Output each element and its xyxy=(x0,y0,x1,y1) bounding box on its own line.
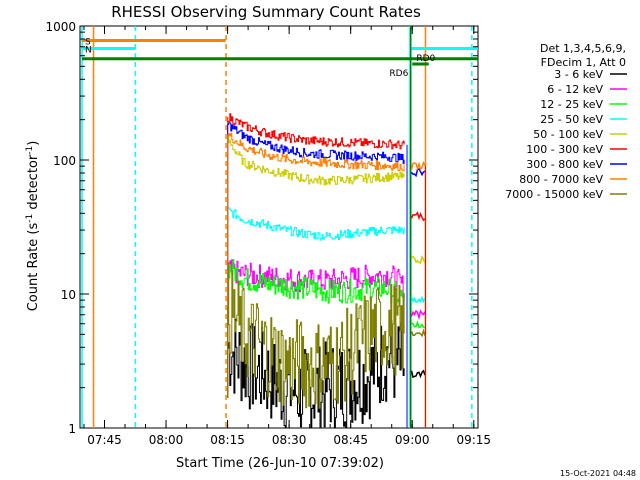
series-line-4 xyxy=(227,135,405,186)
flag-label-5: RD6 xyxy=(389,69,408,79)
after-gap-line-4 xyxy=(410,295,426,304)
x-tick-label-0: 07:45 xyxy=(87,433,122,447)
plot-frame xyxy=(79,25,479,429)
x-tick-label-1: 08:00 xyxy=(149,433,184,447)
after-gap-line-0 xyxy=(410,211,426,222)
after-gap-line-7 xyxy=(410,369,426,379)
after-gap-line-3 xyxy=(411,255,426,265)
after-gap-line-1 xyxy=(410,168,426,178)
flag-label-1: N xyxy=(85,45,92,55)
series-line-6 xyxy=(227,122,405,164)
legend: Det 1,3,4,5,6,9,FDecim 1, Att 03 - 6 keV… xyxy=(505,42,627,201)
legend-header-1: FDecim 1, Att 0 xyxy=(541,56,626,69)
y-tick-label-2: 100 xyxy=(53,154,76,168)
series-line-2 xyxy=(227,259,405,305)
flag-bars: SN RD0 RD6 xyxy=(82,37,478,79)
legend-label-4: 50 - 100 keV xyxy=(533,128,603,141)
legend-label-0: 3 - 6 keV xyxy=(554,68,603,81)
footer-date: 15-Oct-2021 04:48 xyxy=(560,469,636,478)
axes: 07:45 08:00 08:15 08:30 08:45 09:00 09:15 1 10 10… xyxy=(45,20,491,447)
x-tick-label-5: 09:00 xyxy=(395,433,430,447)
x-tick-label-2: 08:15 xyxy=(210,433,245,447)
flag-label-4: RD0 xyxy=(416,54,435,64)
chart-title: RHESSI Observing Summary Count Rates xyxy=(111,3,421,21)
legend-label-3: 25 - 50 keV xyxy=(540,113,603,126)
x-tick-label-6: 09:15 xyxy=(456,433,491,447)
y-axis-label: Count Rate (s-1 detector-1) xyxy=(25,141,41,312)
legend-header-0: Det 1,3,4,5,6,9, xyxy=(540,42,626,55)
series-line-8 xyxy=(227,262,405,409)
legend-label-1: 6 - 12 keV xyxy=(547,83,603,96)
y-tick-label-3: 1000 xyxy=(45,20,76,34)
legend-label-5: 100 - 300 keV xyxy=(526,143,603,156)
after-gap-line-2 xyxy=(410,160,426,171)
x-tick-label-3: 08:30 xyxy=(272,433,307,447)
y-tick-label-0: 1 xyxy=(68,422,76,436)
legend-label-8: 7000 - 15000 keV xyxy=(505,188,603,201)
flag-label-0: S xyxy=(85,37,91,47)
x-axis-label: Start Time (26-Jun-10 07:39:02) xyxy=(176,456,384,471)
series-line-5 xyxy=(227,113,405,150)
series-line-3 xyxy=(227,207,405,241)
x-tick-label-4: 08:45 xyxy=(333,433,368,447)
after-gap-line-8 xyxy=(410,328,426,338)
series-lines xyxy=(227,113,426,429)
y-tick-label-1: 10 xyxy=(61,288,76,302)
after-gap-line-6 xyxy=(410,309,426,321)
after-gap-line-5 xyxy=(411,320,426,329)
legend-label-2: 12 - 25 keV xyxy=(540,98,603,111)
legend-label-7: 800 - 7000 keV xyxy=(519,173,603,186)
legend-label-6: 300 - 800 keV xyxy=(526,158,603,171)
series-line-7 xyxy=(227,132,405,172)
